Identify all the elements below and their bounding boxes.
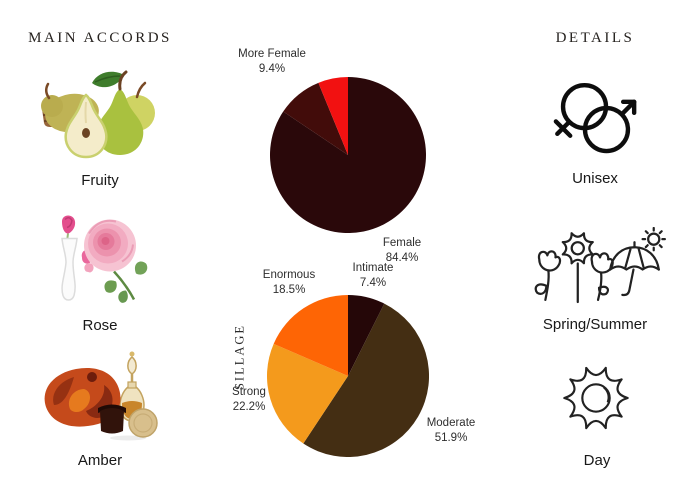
pie-slice-unlabeled <box>318 77 348 155</box>
pie-label-moderate: Moderate 51.9% <box>426 417 476 444</box>
detail-label-spring-summer: Spring/Summer <box>542 316 648 333</box>
sun-outline <box>563 366 629 430</box>
accord-label-rose: Rose <box>82 317 118 334</box>
accord-label-fruity: Fruity <box>81 172 119 189</box>
spring-summer-icon <box>525 227 667 306</box>
accord-label-amber: Amber <box>77 452 123 469</box>
pie-label-enormous: Enormous 18.5% <box>262 269 316 296</box>
detail-label-day: Day <box>583 452 611 469</box>
rose-illustration <box>61 215 148 303</box>
rose-accord-image <box>52 211 152 304</box>
pie-slice-moderate <box>303 303 429 457</box>
pie-slice-strong <box>267 343 348 444</box>
pie-slice-intimate <box>348 295 385 376</box>
flowers-umbrella-sun <box>534 227 666 304</box>
pie-label-strong: Strong 22.2% <box>232 386 266 413</box>
unisex-icon <box>543 78 648 162</box>
gender-pie-chart <box>270 77 426 233</box>
fruity-accord-image <box>40 60 160 162</box>
pie-label-more-female: More Female 9.4% <box>238 48 306 75</box>
amber-accord-image <box>40 347 158 442</box>
pie-slice-enormous <box>273 295 348 376</box>
pie-slice-more-female <box>283 82 348 155</box>
sillage-axis-label: SILLAGE <box>232 323 247 391</box>
pears-illustration <box>41 70 155 159</box>
amber-illustration <box>44 351 158 441</box>
sillage-pie-chart <box>267 295 429 457</box>
pie-label-female: Female 84.4% <box>382 237 422 264</box>
pie-label-intimate: Intimate 7.4% <box>352 262 394 289</box>
details-title: DETAILS <box>555 30 635 46</box>
day-sun-icon <box>560 362 632 434</box>
pie-slice-female <box>270 77 426 233</box>
main-accords-title: MAIN ACCORDS <box>28 30 172 46</box>
unisex-symbol <box>553 82 637 154</box>
detail-label-unisex: Unisex <box>572 170 618 187</box>
